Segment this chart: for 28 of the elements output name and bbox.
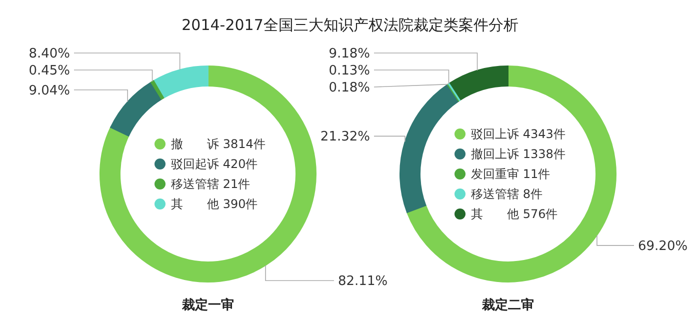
data-label: 8.40% [28, 46, 70, 62]
data-label: 0.13% [328, 64, 370, 79]
donut-slice [153, 66, 208, 98]
chart-title: 2014-2017全国三大知识产权法院裁定类案件分析 [182, 16, 518, 34]
legend-label: 撤 诉 3814件 [171, 137, 266, 152]
legend-label: 驳回起诉 420件 [171, 157, 258, 172]
text: 裁定一审 [181, 297, 234, 313]
data-label: 0.45% [28, 64, 70, 79]
donut-slice [110, 82, 162, 136]
donut-slice [400, 84, 460, 214]
legend-label: 移送管辖 21件 [171, 177, 250, 192]
data-label: 69.20% [638, 239, 688, 254]
legend-label: 移送管辖 8件 [471, 187, 542, 202]
donut-slice [100, 66, 316, 282]
donut-slice [448, 66, 508, 101]
data-label: 9.04% [28, 83, 70, 98]
donut-slice [150, 80, 164, 100]
data-label: 9.18% [328, 46, 370, 62]
donut-slice [406, 66, 616, 282]
legend-label: 撤回上诉 1338件 [471, 147, 566, 162]
legend-label: 驳回上诉 4343件 [471, 127, 566, 142]
data-label: 21.32% [320, 130, 370, 145]
text: 裁定二审 [481, 297, 534, 313]
legend-label: 其 他 576件 [471, 207, 558, 222]
data-label: 82.11% [338, 274, 388, 290]
legend-label: 其 他 390件 [171, 197, 258, 212]
data-label: 0.18% [328, 80, 370, 96]
legend-label: 发回重审 11件 [471, 167, 550, 182]
